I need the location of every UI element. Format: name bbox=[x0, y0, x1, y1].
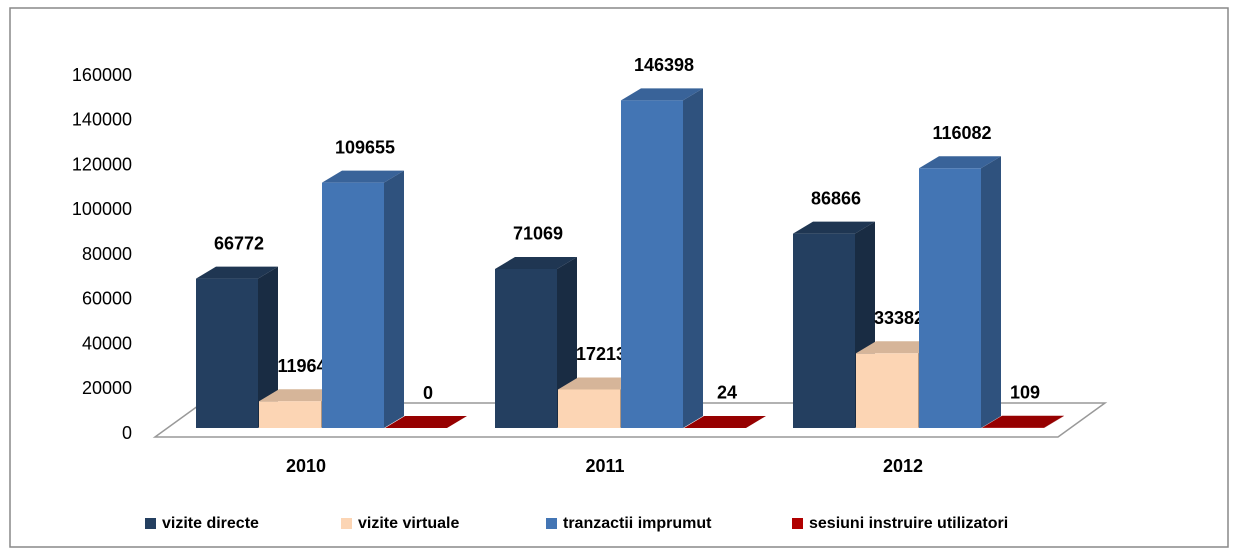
bar-side bbox=[683, 88, 703, 428]
value-label: 71069 bbox=[513, 224, 563, 244]
legend-swatch bbox=[792, 518, 803, 529]
legend-label: tranzactii imprumut bbox=[563, 515, 712, 532]
x-tick-label: 2012 bbox=[883, 456, 923, 476]
bar-top bbox=[385, 416, 467, 428]
value-label: 24 bbox=[717, 383, 737, 403]
x-tick-label: 2011 bbox=[585, 456, 624, 476]
y-tick-label: 160000 bbox=[72, 65, 132, 85]
bar-top bbox=[856, 341, 938, 354]
bar-top bbox=[793, 221, 875, 234]
y-tick-label: 140000 bbox=[72, 110, 132, 130]
legend-swatch bbox=[341, 518, 352, 529]
bar-top bbox=[558, 377, 640, 390]
bar-top bbox=[259, 389, 341, 402]
bar-top bbox=[621, 88, 703, 101]
bar bbox=[259, 401, 321, 428]
y-tick-label: 120000 bbox=[72, 154, 132, 174]
value-label: 66772 bbox=[214, 233, 264, 253]
legend-label: vizite virtuale bbox=[358, 515, 459, 532]
bar-top bbox=[495, 256, 577, 269]
bar-top bbox=[684, 415, 766, 428]
value-label: 11964 bbox=[277, 356, 326, 376]
bar-top bbox=[982, 415, 1064, 428]
bar-side bbox=[981, 156, 1001, 428]
value-label: 116082 bbox=[932, 123, 991, 143]
bar bbox=[919, 168, 981, 428]
value-label: 17213 bbox=[576, 344, 626, 364]
y-tick-label: 0 bbox=[122, 423, 132, 443]
bar bbox=[322, 182, 384, 428]
y-tick-label: 100000 bbox=[72, 199, 132, 219]
x-tick-label: 2010 bbox=[286, 456, 326, 476]
legend-label: vizite directe bbox=[162, 515, 259, 532]
legend-swatch bbox=[145, 518, 156, 529]
legend-swatch bbox=[546, 518, 557, 529]
bar bbox=[793, 233, 855, 428]
bar bbox=[621, 100, 683, 428]
legend-label: sesiuni instruire utilizatori bbox=[809, 515, 1008, 532]
bar-side bbox=[384, 170, 404, 428]
bar-side bbox=[1044, 415, 1064, 428]
value-label: 109655 bbox=[335, 137, 395, 157]
y-tick-label: 60000 bbox=[82, 289, 132, 309]
y-tick-label: 40000 bbox=[82, 333, 132, 353]
value-label: 109 bbox=[1010, 383, 1040, 403]
y-tick-label: 20000 bbox=[82, 378, 132, 398]
y-tick-label: 80000 bbox=[82, 244, 132, 264]
bar bbox=[196, 278, 258, 428]
bar bbox=[495, 268, 557, 428]
bar-top bbox=[196, 266, 278, 279]
value-label: 86866 bbox=[811, 188, 861, 208]
bar-side bbox=[258, 266, 278, 428]
value-label: 33382 bbox=[874, 308, 924, 328]
bar-side bbox=[746, 415, 766, 428]
value-label: 0 bbox=[423, 383, 433, 403]
bar-top bbox=[919, 156, 1001, 169]
bar bbox=[856, 353, 918, 428]
value-label: 146398 bbox=[634, 55, 694, 75]
bar bbox=[558, 389, 620, 428]
bar-top bbox=[322, 170, 404, 183]
